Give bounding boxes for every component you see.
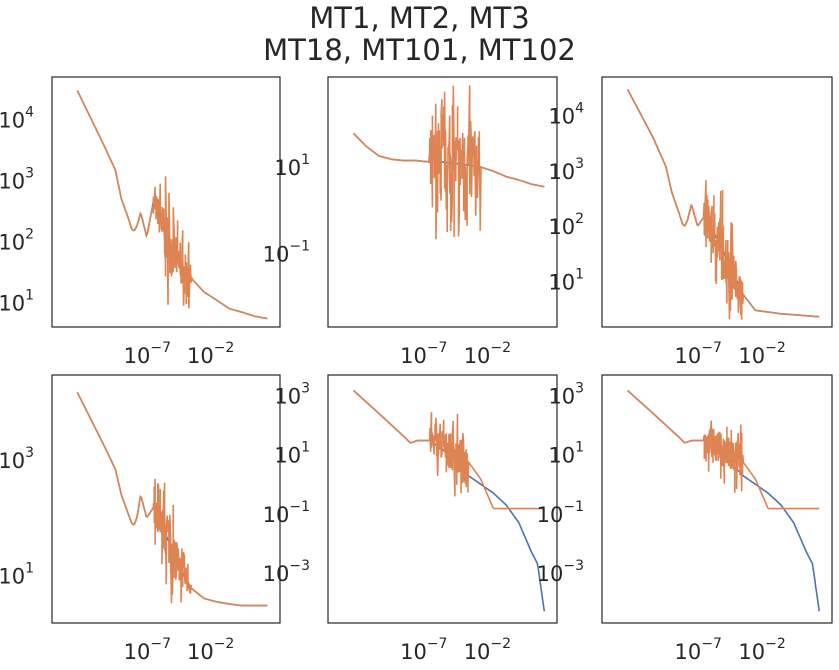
y-tick-label: 10−1 — [263, 499, 310, 527]
y-tick-label: 104 — [0, 105, 34, 133]
series-2-line — [352, 85, 545, 240]
y-tick-label: 103 — [274, 381, 310, 409]
y-tick-label: 103 — [0, 445, 34, 473]
series-2-line — [76, 392, 268, 607]
axes-frame — [51, 374, 281, 624]
series-2-line — [352, 389, 545, 510]
subplot-2: 10−7 10−2 10−1 101 — [263, 76, 558, 368]
y-tick-label: 10−3 — [537, 558, 584, 586]
series-2-line — [76, 90, 268, 320]
subplot-3: 10−7 10−2 101 102 103 104 — [548, 76, 833, 368]
x-tick-label: 10−2 — [464, 340, 511, 368]
y-tick-label: 103 — [548, 156, 584, 184]
x-tick-label: 10−2 — [738, 340, 785, 368]
y-tick-label: 10−1 — [537, 499, 584, 527]
figure-title-line-2: MT18, MT101, MT102 — [263, 33, 576, 67]
axes-frame — [51, 76, 281, 328]
y-tick-label: 101 — [548, 440, 584, 468]
series-1-line — [627, 389, 820, 612]
x-tick-label: 10−2 — [187, 636, 234, 664]
subplot-1: 10−7 10−2 101 102 103 104 — [0, 76, 281, 368]
subplot-4: 10−7 10−2 101 103 — [0, 374, 281, 664]
x-tick-label: 10−7 — [400, 340, 447, 368]
series-1-line — [76, 90, 268, 320]
y-tick-label: 101 — [274, 440, 310, 468]
y-tick-label: 101 — [548, 266, 584, 294]
axes-frame — [601, 76, 833, 328]
y-tick-label: 102 — [548, 211, 584, 239]
y-tick-label: 104 — [548, 101, 584, 129]
y-tick-label: 103 — [0, 166, 34, 194]
subplot-5: 10−7 10−2 10−3 10−1 101 103 — [263, 374, 558, 664]
y-tick-label: 103 — [548, 381, 584, 409]
y-tick-label: 102 — [0, 227, 34, 255]
x-tick-label: 10−2 — [187, 340, 234, 368]
axes-frame — [327, 76, 558, 328]
x-tick-label: 10−7 — [675, 636, 722, 664]
axes-frame — [327, 374, 558, 624]
x-tick-label: 10−7 — [124, 340, 171, 368]
series-2-line — [627, 389, 820, 510]
series-1-line — [626, 88, 820, 318]
y-tick-label: 101 — [0, 288, 34, 316]
series-2-line — [626, 88, 820, 320]
series-1-line — [352, 389, 546, 612]
y-tick-label: 101 — [0, 560, 34, 588]
y-tick-label: 10−1 — [263, 238, 310, 266]
x-tick-label: 10−7 — [124, 636, 171, 664]
x-tick-label: 10−2 — [464, 636, 511, 664]
subplot-6: 10−7 10−2 10−3 10−1 101 103 — [537, 374, 833, 664]
x-tick-label: 10−7 — [400, 636, 447, 664]
y-tick-label: 10−3 — [263, 558, 310, 586]
figure-title-line-1: MT1, MT2, MT3 — [309, 1, 530, 35]
y-tick-label: 101 — [274, 152, 310, 180]
axes-frame — [601, 374, 833, 624]
x-tick-label: 10−2 — [738, 636, 785, 664]
x-tick-label: 10−7 — [675, 340, 722, 368]
